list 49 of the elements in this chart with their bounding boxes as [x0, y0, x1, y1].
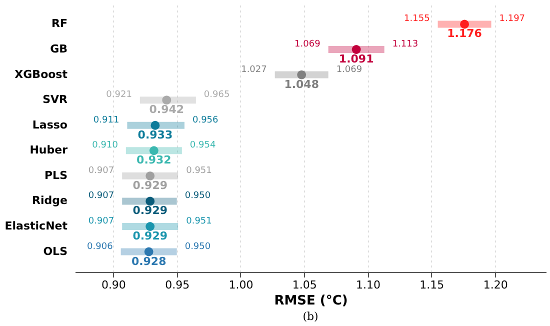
x-axis-title: RMSE (°C)	[274, 294, 348, 308]
data-label: 0.928	[131, 254, 166, 268]
annotation: 0.907	[88, 216, 114, 226]
data-label: 0.929	[132, 229, 168, 242]
x-tick-label: 1.05	[292, 278, 317, 292]
y-tick-label: Huber	[30, 144, 68, 157]
annotation: 0.921	[106, 90, 132, 100]
annotation: 1.027	[241, 64, 267, 75]
annotation: 0.906	[87, 242, 114, 252]
annotation: 0.907	[88, 166, 114, 176]
y-tick-label: ElasticNet	[4, 219, 68, 232]
annotation: 1.113	[392, 40, 418, 50]
x-tick-label: 1.00	[228, 278, 254, 292]
y-tick-label: Lasso	[32, 118, 68, 132]
y-tick-label: XGBoost	[14, 68, 68, 81]
annotation: 0.911	[93, 115, 120, 126]
x-tick-label: 1.10	[356, 278, 381, 292]
annotation: 1.155	[404, 14, 430, 24]
annotation: 1.197	[499, 14, 526, 24]
data-label: 0.929	[132, 204, 168, 218]
y-tick-label: Ridge	[32, 194, 68, 208]
y-tick-label: OLS	[43, 244, 68, 258]
annotation: 0.951	[186, 166, 212, 176]
data-label: 0.929	[132, 178, 168, 192]
x-tick-label: 1.20	[483, 278, 508, 292]
data-label: 0.932	[136, 154, 172, 167]
annotation: 0.954	[190, 140, 216, 151]
annotation: 0.907	[88, 191, 114, 202]
data-label: 1.048	[284, 78, 319, 91]
annotation: 0.965	[204, 90, 230, 100]
y-tick-label: PLS	[44, 168, 68, 182]
y-tick-label: GB	[50, 42, 68, 56]
data-label: 1.091	[338, 52, 374, 66]
x-tick-label: 0.90	[101, 278, 126, 292]
text: (b)	[302, 310, 318, 323]
annotation: 0.956	[192, 115, 219, 126]
annotation: 0.910	[92, 140, 118, 151]
annotation: 0.951	[186, 216, 212, 226]
x-tick-label: 1.15	[420, 278, 444, 292]
annotation: 1.069	[294, 40, 321, 50]
data-label: 0.933	[138, 128, 173, 142]
x-tick-label: 0.95	[165, 278, 190, 292]
annotation: 0.950	[184, 242, 211, 252]
annotation: 0.950	[184, 191, 211, 202]
y-tick-label: RF	[52, 17, 68, 30]
annotation: 1.069	[336, 64, 362, 75]
y-tick-label: SVR	[42, 93, 68, 106]
data-label: 0.942	[149, 103, 184, 116]
data-label: 1.176	[447, 27, 482, 40]
